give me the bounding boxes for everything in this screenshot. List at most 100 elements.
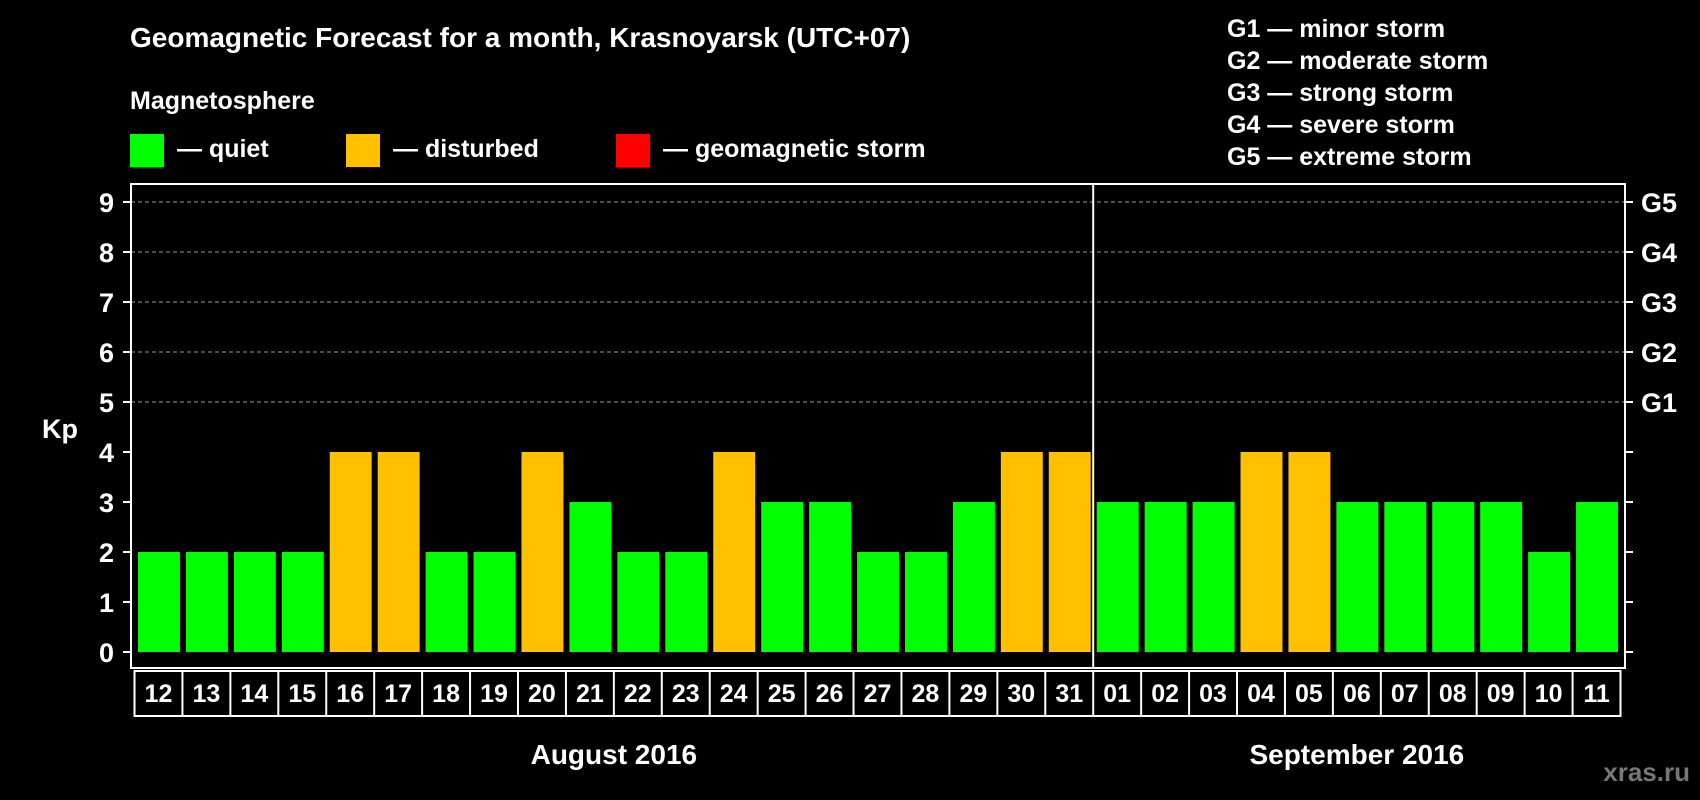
y-tick-label-2: 2 bbox=[99, 538, 114, 568]
plot-frame bbox=[130, 183, 1626, 669]
day-label-26: 26 bbox=[816, 680, 844, 708]
bar-13 bbox=[185, 552, 228, 652]
bar-18 bbox=[425, 552, 468, 652]
legend-swatch-storm bbox=[616, 134, 650, 167]
day-label-15: 15 bbox=[288, 680, 316, 708]
day-label-03: 03 bbox=[1199, 680, 1227, 708]
status-legend: — quiet — disturbed — geomagnetic storm bbox=[130, 134, 926, 167]
bar-02 bbox=[1144, 502, 1187, 652]
storm-level-label-G1: G1 bbox=[1641, 388, 1677, 418]
bar-05 bbox=[1288, 452, 1331, 652]
bar-01 bbox=[1096, 502, 1139, 652]
bar-23 bbox=[665, 552, 708, 652]
plot-border bbox=[130, 183, 1626, 669]
day-label-09: 09 bbox=[1487, 680, 1515, 708]
y-tick-label-7: 7 bbox=[99, 288, 114, 318]
bar-17 bbox=[377, 452, 420, 652]
storm-level-label-G5: G5 bbox=[1641, 188, 1677, 218]
bar-31 bbox=[1048, 452, 1091, 652]
storm-legend: G1 — minor storm G2 — moderate storm G3 — … bbox=[1227, 15, 1488, 171]
magnetosphere-label: Magnetosphere bbox=[130, 87, 315, 115]
bar-22 bbox=[617, 552, 660, 652]
legend-label-storm: — geomagnetic storm bbox=[663, 135, 926, 163]
bar-14 bbox=[233, 552, 276, 652]
bar-27 bbox=[857, 552, 899, 652]
bar-29 bbox=[952, 502, 995, 652]
legend-label-disturbed: — disturbed bbox=[393, 135, 539, 163]
day-label-07: 07 bbox=[1391, 680, 1419, 708]
bar-15 bbox=[281, 552, 324, 652]
bar-16 bbox=[329, 452, 372, 652]
y-tick-label-9: 9 bbox=[99, 188, 114, 218]
y-tick-label-1: 1 bbox=[99, 588, 114, 618]
storm-level-label-G4: G4 bbox=[1641, 238, 1677, 268]
storm-scale-item-1: G1 — minor storm bbox=[1227, 15, 1445, 43]
day-label-16: 16 bbox=[336, 680, 364, 708]
bar-25 bbox=[761, 502, 804, 652]
bar-21 bbox=[569, 502, 612, 652]
legend-swatch-disturbed bbox=[346, 134, 380, 167]
day-label-21: 21 bbox=[576, 680, 604, 708]
day-label-11: 11 bbox=[1583, 680, 1610, 708]
gridlines bbox=[131, 201, 1625, 403]
day-label-31: 31 bbox=[1055, 680, 1083, 708]
day-label-17: 17 bbox=[384, 680, 412, 708]
month-labels: August 2016 September 2016 bbox=[531, 739, 1465, 770]
legend-swatch-quiet bbox=[130, 134, 164, 167]
bar-09 bbox=[1480, 502, 1523, 652]
day-labels: 12 13 14 15 16 17 18 19 20 21 22 23 24 25 26 27 28 29 30 31… bbox=[133, 670, 1622, 717]
bar-20 bbox=[521, 452, 564, 652]
day-label-05: 05 bbox=[1295, 680, 1323, 708]
bar-24 bbox=[713, 452, 756, 652]
day-label-13: 13 bbox=[192, 680, 220, 708]
bar-07 bbox=[1384, 502, 1427, 652]
storm-level-label-G3: G3 bbox=[1641, 288, 1677, 318]
storm-level-label-G2: G2 bbox=[1641, 338, 1677, 368]
bar-28 bbox=[904, 552, 947, 652]
watermark: xras.ru bbox=[1603, 757, 1690, 787]
day-label-06: 06 bbox=[1343, 680, 1371, 708]
y-tick-label-3: 3 bbox=[99, 488, 114, 518]
day-label-01: 01 bbox=[1103, 680, 1131, 708]
day-label-14: 14 bbox=[240, 680, 268, 708]
y-axis-label: Kp bbox=[42, 414, 78, 444]
bar-06 bbox=[1336, 502, 1379, 652]
storm-scale-item-2: G2 — moderate storm bbox=[1227, 47, 1488, 75]
bar-30 bbox=[1000, 452, 1043, 652]
day-label-25: 25 bbox=[768, 680, 796, 708]
y-tick-label-8: 8 bbox=[99, 238, 114, 268]
storm-scale-item-3: G3 — strong storm bbox=[1227, 79, 1453, 107]
month-label-0: August 2016 bbox=[531, 739, 698, 770]
day-label-20: 20 bbox=[528, 680, 556, 708]
day-label-29: 29 bbox=[959, 680, 987, 708]
day-label-08: 08 bbox=[1439, 680, 1467, 708]
y-tick-label-0: 0 bbox=[99, 638, 114, 668]
bars bbox=[138, 452, 1618, 652]
y-tick-label-6: 6 bbox=[99, 338, 114, 368]
bar-12 bbox=[138, 552, 180, 652]
storm-scale-item-5: G5 — extreme storm bbox=[1227, 143, 1472, 171]
axes: 0 1 2 3 4 5 6 7 8 9 G1 G2 G3 G4 G5 bbox=[99, 188, 1677, 668]
storm-scale-item-4: G4 — severe storm bbox=[1227, 111, 1455, 139]
day-label-27: 27 bbox=[864, 680, 892, 708]
y-tick-label-5: 5 bbox=[99, 388, 114, 418]
day-label-22: 22 bbox=[624, 680, 652, 708]
bar-26 bbox=[809, 502, 852, 652]
legend-label-quiet: — quiet bbox=[177, 135, 269, 163]
day-label-23: 23 bbox=[672, 680, 700, 708]
bar-10 bbox=[1528, 552, 1571, 652]
bar-08 bbox=[1432, 502, 1475, 652]
bar-04 bbox=[1240, 452, 1283, 652]
month-label-1: September 2016 bbox=[1249, 739, 1464, 770]
bar-19 bbox=[473, 552, 516, 652]
day-label-30: 30 bbox=[1007, 680, 1035, 708]
chart-title: Geomagnetic Forecast for a month, Krasno… bbox=[130, 22, 910, 53]
day-label-04: 04 bbox=[1247, 680, 1275, 708]
day-label-24: 24 bbox=[720, 680, 748, 708]
day-label-28: 28 bbox=[912, 680, 940, 708]
bar-11 bbox=[1576, 502, 1618, 652]
bar-03 bbox=[1192, 502, 1235, 652]
day-label-02: 02 bbox=[1151, 680, 1179, 708]
y-tick-label-4: 4 bbox=[99, 438, 114, 468]
